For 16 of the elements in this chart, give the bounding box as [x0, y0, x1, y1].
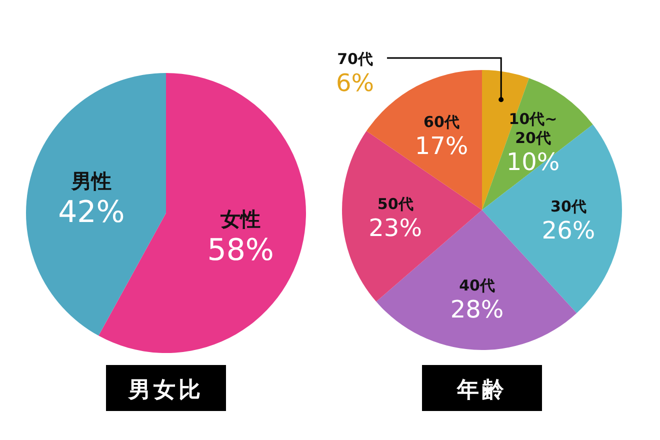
text: 男女比 [128, 378, 204, 403]
data-label: 28% [450, 296, 504, 324]
data-label: 58% [207, 233, 274, 268]
data-label: 23% [368, 214, 422, 242]
data-label: 26% [542, 216, 596, 244]
slice-label: 60代 [424, 113, 460, 132]
slice-label: 30代 [550, 197, 586, 216]
slice-label: 女性 [220, 207, 261, 232]
data-label: 17% [414, 132, 468, 160]
slice-label: 50代 [377, 194, 414, 213]
slice-label: 男性 [70, 168, 112, 193]
data-label: 6% [336, 69, 374, 97]
slice-label: 40代 [459, 276, 495, 295]
slice-label: 70代 [337, 50, 373, 68]
text: 年齢 [456, 378, 507, 403]
data-label: 42% [58, 194, 125, 230]
